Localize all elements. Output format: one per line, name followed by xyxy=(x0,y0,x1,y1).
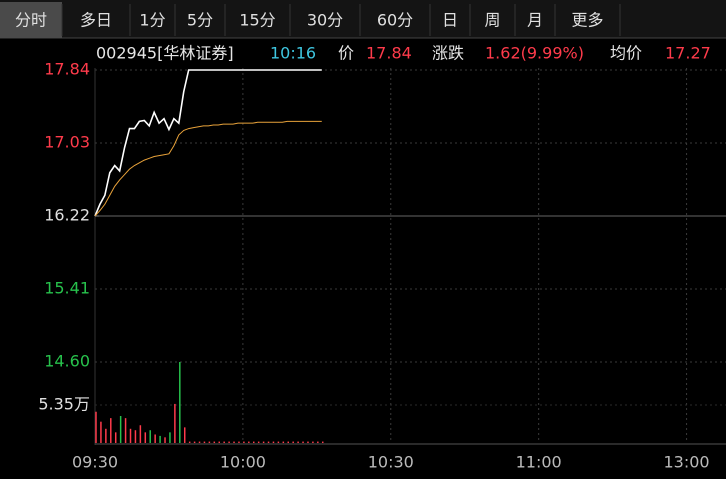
y-tick-label: 15.41 xyxy=(44,279,90,298)
y-tick-label: 14.60 xyxy=(44,352,90,371)
avg-value: 17.27 xyxy=(665,44,711,63)
tab[interactable]: 更多 xyxy=(571,11,603,30)
tab[interactable]: 15分 xyxy=(239,11,275,30)
x-tick-label: 13:00 xyxy=(664,453,710,472)
x-tick-label: 10:00 xyxy=(220,453,266,472)
change-value: 1.62(9.99%) xyxy=(485,44,584,63)
tab[interactable]: 30分 xyxy=(307,11,343,30)
tab-selected-bg xyxy=(0,2,62,38)
x-tick-label: 11:00 xyxy=(516,453,562,472)
tab[interactable]: 周 xyxy=(484,11,500,30)
volume-tick-label: 5.35万 xyxy=(38,394,90,413)
tab[interactable]: 月 xyxy=(527,11,543,30)
y-tick-label: 16.22 xyxy=(44,206,90,225)
y-tick-label: 17.84 xyxy=(44,60,90,79)
price-line xyxy=(94,120,322,217)
tab[interactable]: 多日 xyxy=(80,11,112,30)
y-tick-label: 17.03 xyxy=(44,133,90,152)
tab[interactable]: 1分 xyxy=(139,11,165,30)
price-line xyxy=(94,69,322,217)
price-value: 17.84 xyxy=(366,44,412,63)
tab-bar xyxy=(0,0,726,38)
x-tick-label: 09:30 xyxy=(72,453,118,472)
avg-label: 均价 xyxy=(610,44,642,63)
stock-name: 002945[华林证券] xyxy=(96,44,234,63)
price-label: 价 xyxy=(338,44,354,63)
tab[interactable]: 60分 xyxy=(377,11,413,30)
tab[interactable]: 5分 xyxy=(187,11,213,30)
change-label: 涨跌 xyxy=(432,44,464,63)
x-tick-label: 10:30 xyxy=(368,453,414,472)
tab[interactable]: 分时 xyxy=(15,11,47,30)
info-time: 10:16 xyxy=(270,44,316,63)
tab[interactable]: 日 xyxy=(442,11,458,30)
